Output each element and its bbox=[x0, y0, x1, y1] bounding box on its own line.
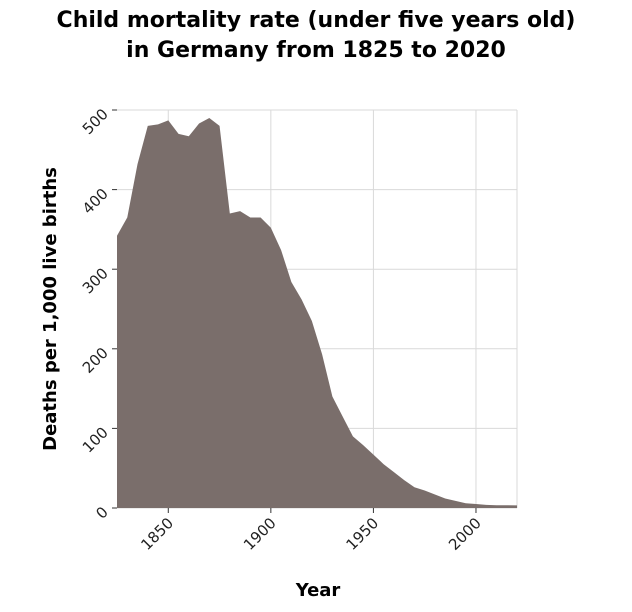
plot-area bbox=[117, 117, 517, 509]
x-tick-label: 1850 bbox=[137, 514, 177, 554]
x-tick-label: 1950 bbox=[343, 514, 383, 554]
x-tick-label: 2000 bbox=[445, 514, 485, 554]
y-tick-label: 100 bbox=[79, 424, 112, 457]
x-tick-label: 1900 bbox=[240, 514, 280, 554]
chart-title: Child mortality rate (under five years o… bbox=[0, 6, 632, 66]
y-tick-label: 200 bbox=[79, 344, 112, 377]
y-tick-label: 300 bbox=[79, 264, 112, 297]
y-tick-label: 0 bbox=[92, 503, 111, 522]
y-tick-label: 500 bbox=[79, 105, 112, 138]
chart-title-line-2: in Germany from 1825 to 2020 bbox=[126, 38, 506, 63]
y-tick-label: 400 bbox=[79, 185, 112, 218]
area-series bbox=[117, 117, 517, 509]
chart-title-line-1: Child mortality rate (under five years o… bbox=[56, 8, 576, 33]
y-axis-label: Deaths per 1,000 live births bbox=[40, 167, 61, 451]
x-axis-label: Year bbox=[295, 580, 341, 601]
